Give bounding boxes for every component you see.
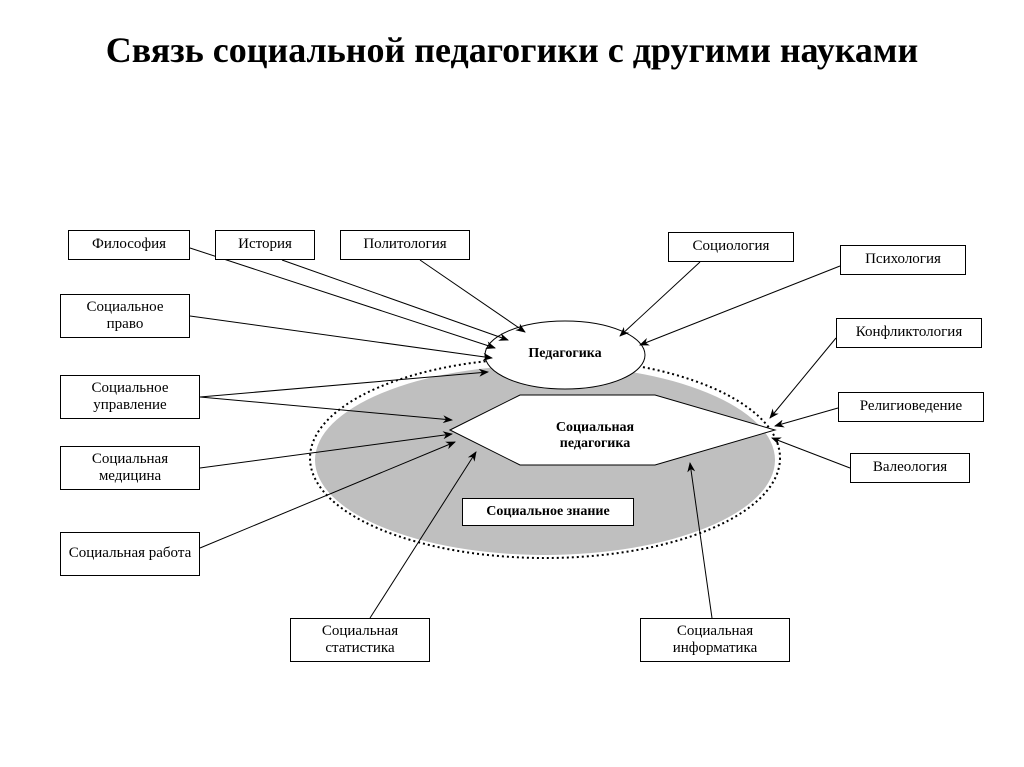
node-psychology: Психология: [840, 245, 966, 275]
diagram-canvas: Связь социальной педагогики с другими на…: [0, 0, 1024, 767]
arrow: [282, 260, 508, 340]
pedagogy-label: Педагогика: [485, 346, 645, 362]
node-religion: Религиоведение: [838, 392, 984, 422]
social-pedagogy-label: Социальная педагогика: [520, 420, 670, 452]
node-social-med: Социальная медицина: [60, 446, 200, 490]
node-social-info: Социальная информатика: [640, 618, 790, 662]
arrow: [620, 262, 700, 336]
node-philosophy: Философия: [68, 230, 190, 260]
node-politology: Политология: [340, 230, 470, 260]
arrow: [772, 438, 850, 468]
node-history: История: [215, 230, 315, 260]
node-valeology: Валеология: [850, 453, 970, 483]
arrow: [640, 266, 840, 345]
node-sociology: Социология: [668, 232, 794, 262]
arrow: [770, 338, 836, 418]
social-knowledge-box: Социальное знание: [462, 498, 634, 526]
arrow: [420, 260, 525, 332]
arrow: [775, 408, 838, 426]
arrow: [190, 248, 495, 348]
node-conflictology: Конфликтология: [836, 318, 982, 348]
node-social-stats: Социальная статистика: [290, 618, 430, 662]
arrow: [190, 316, 492, 358]
node-social-mgmt: Социальное управление: [60, 375, 200, 419]
node-social-work: Социальная работа: [60, 532, 200, 576]
node-social-law: Социальное право: [60, 294, 190, 338]
